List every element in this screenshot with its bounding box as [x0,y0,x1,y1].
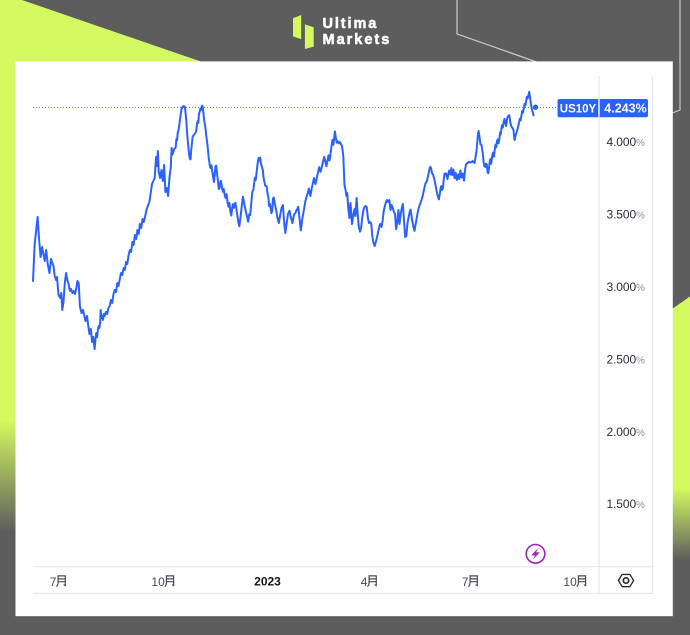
svg-text:7: 7 [462,575,469,589]
svg-text:4: 4 [361,575,368,589]
svg-text:3.000%: 3.000% [607,280,646,294]
svg-text:3.500%: 3.500% [607,208,646,222]
svg-text:2023: 2023 [254,575,281,589]
svg-text:1.500%: 1.500% [607,497,646,511]
svg-text:Ultima: Ultima [323,16,379,32]
svg-text:10: 10 [563,575,577,589]
svg-text:2.000%: 2.000% [607,425,646,439]
svg-text:4.243%: 4.243% [604,102,646,116]
svg-text:7: 7 [50,575,57,589]
svg-text:Markets: Markets [323,32,392,48]
svg-text:US10Y: US10Y [560,103,597,115]
svg-text:2.500%: 2.500% [607,352,646,366]
svg-text:4.000%: 4.000% [607,135,646,149]
svg-text:10: 10 [151,575,165,589]
